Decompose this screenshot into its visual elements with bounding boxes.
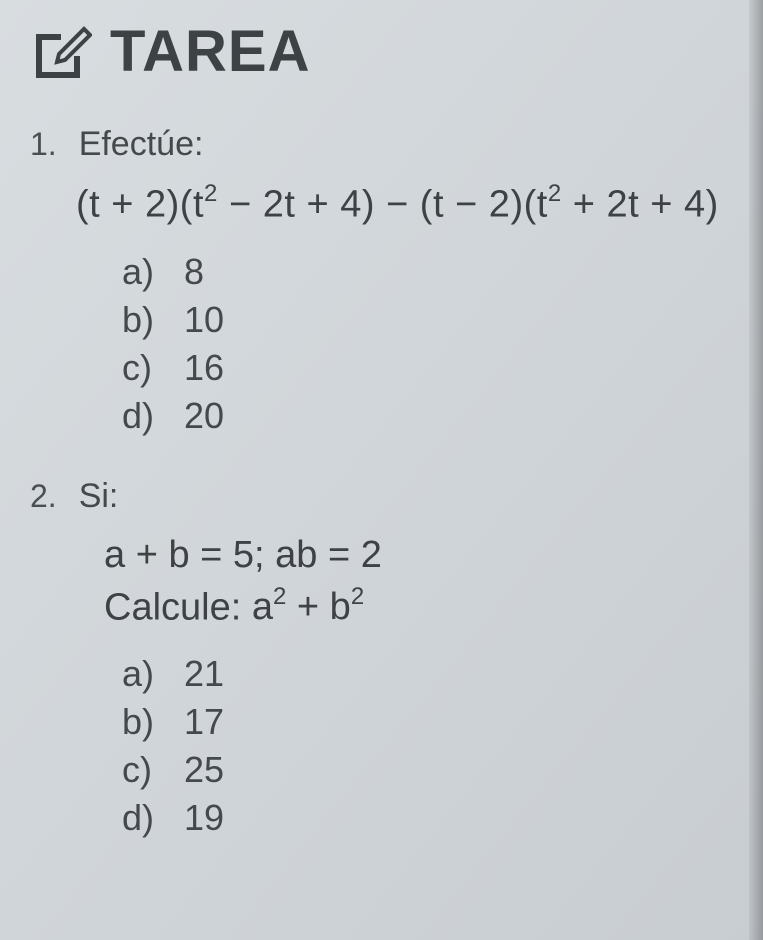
option-a: a) 8 [122, 251, 733, 293]
option-letter: b) [122, 701, 162, 743]
option-b: b) 10 [122, 299, 733, 341]
option-value: 16 [184, 347, 224, 389]
problem-header: 2. Si: [30, 477, 733, 516]
option-value: 19 [184, 797, 224, 839]
problem-number: 2. [30, 478, 57, 515]
option-letter: a) [122, 251, 162, 293]
expression: (t + 2)(t2 − 2t + 4) − (t − 2)(t2 + 2t +… [76, 182, 733, 227]
problem-header: 1. Efectúe: [30, 125, 733, 164]
option-letter: b) [122, 299, 162, 341]
calculate-line: Calcule: a2 + b2 [104, 585, 733, 630]
option-b: b) 17 [122, 701, 733, 743]
header: TAREA [30, 18, 733, 85]
problem-prompt: Si: [79, 477, 119, 516]
option-c: c) 25 [122, 749, 733, 791]
option-value: 10 [184, 299, 224, 341]
problem-1: 1. Efectúe: (t + 2)(t2 − 2t + 4) − (t − … [30, 125, 733, 437]
options-list: a) 21 b) 17 c) 25 d) 19 [122, 653, 733, 839]
option-d: d) 20 [122, 395, 733, 437]
option-letter: d) [122, 797, 162, 839]
option-value: 25 [184, 749, 224, 791]
problem-prompt: Efectúe: [79, 125, 204, 164]
options-list: a) 8 b) 10 c) 16 d) 20 [122, 251, 733, 437]
option-letter: c) [122, 347, 162, 389]
option-letter: c) [122, 749, 162, 791]
problem-2: 2. Si: a + b = 5; ab = 2 Calcule: a2 + b… [30, 477, 733, 840]
option-value: 17 [184, 701, 224, 743]
calculate-label: Calcule: [104, 586, 241, 628]
option-c: c) 16 [122, 347, 733, 389]
option-a: a) 21 [122, 653, 733, 695]
option-value: 8 [184, 251, 204, 293]
write-icon [30, 21, 92, 83]
option-letter: a) [122, 653, 162, 695]
option-letter: d) [122, 395, 162, 437]
given-equation: a + b = 5; ab = 2 [104, 534, 733, 577]
page-title: TAREA [110, 18, 310, 85]
problem-number: 1. [30, 126, 57, 163]
option-d: d) 19 [122, 797, 733, 839]
page-edge-shadow [749, 0, 763, 940]
option-value: 21 [184, 653, 224, 695]
calculate-expression: a2 + b2 [252, 586, 364, 628]
option-value: 20 [184, 395, 224, 437]
